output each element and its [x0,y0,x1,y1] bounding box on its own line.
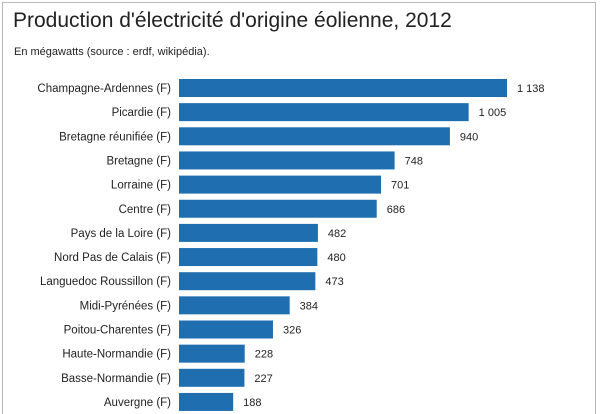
bar [179,392,234,411]
value-label: 188 [243,397,261,409]
value-label: 482 [328,228,346,240]
category-label: Haute-Normandie (F) [62,349,171,361]
value-label: 748 [405,155,423,167]
category-label: Poitou-Charentes (F) [64,325,172,337]
bar-chart: Champagne-Ardennes (F) 1 138 Picardie (F) 1… [37,79,545,411]
bar [179,320,273,339]
bar [179,79,507,97]
value-label: 473 [325,276,343,288]
value-label: 701 [391,180,409,192]
value-label: 228 [255,349,273,361]
category-label: Nord Pas de Calais (F) [54,252,171,264]
bar [179,368,245,387]
value-label: 686 [387,204,405,216]
bar [179,272,316,291]
category-label: Lorraine (F) [111,180,171,192]
category-label: Picardie (F) [112,107,172,119]
bar [179,103,469,122]
bar [179,127,450,146]
category-label: Bretagne (F) [106,155,171,167]
category-label: Midi-Pyrénées (F) [80,300,172,312]
category-label: Basse-Normandie (F) [61,373,171,385]
value-label: 1 005 [479,107,507,119]
bar [179,151,395,170]
bar [179,223,318,242]
bar [179,248,318,267]
category-label: Bretagne réunifiée (F) [59,131,171,143]
value-label: 480 [327,252,345,264]
value-label: 227 [254,373,272,385]
category-label: Auvergne (F) [104,397,171,409]
category-label: Champagne-Ardennes (F) [37,83,171,95]
category-label: Languedoc Roussillon (F) [40,276,171,288]
chart-title: Production d'électricité d'origine éolie… [13,9,452,32]
bar [179,296,290,315]
bar [179,199,377,218]
chart-subtitle: En mégawatts (source : erdf, wikipédia). [14,46,210,58]
bar [179,175,382,194]
category-label: Pays de la Loire (F) [71,228,172,240]
value-label: 384 [300,300,318,312]
value-label: 1 138 [517,83,545,95]
value-label: 326 [283,325,301,337]
category-label: Centre (F) [119,204,172,216]
value-label: 940 [460,131,478,143]
bar [179,344,245,363]
